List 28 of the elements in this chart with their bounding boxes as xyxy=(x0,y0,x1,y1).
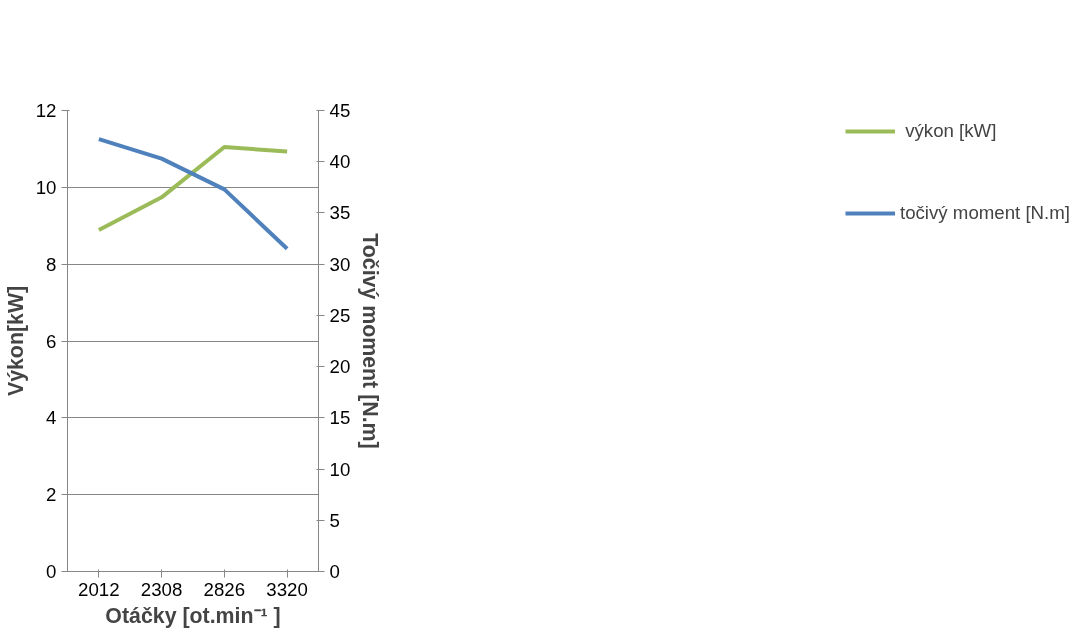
x-axis-title: Otáčky [ot.min⁻¹ ] xyxy=(105,603,281,628)
legend-label: točivý moment [N.m] xyxy=(899,202,1070,224)
y2-tick-label: 15 xyxy=(329,407,351,429)
line-series xyxy=(96,145,290,232)
y-tick-label: 8 xyxy=(46,253,57,275)
x-tick-label: 2012 xyxy=(78,578,120,600)
y2-tick-label: 10 xyxy=(329,458,351,480)
y2-tick-label: 45 xyxy=(329,100,351,121)
y-tick-label: 2 xyxy=(46,484,57,506)
y-tick-label: 0 xyxy=(46,561,57,582)
y2-axis-title: Točivý moment [N.m] xyxy=(358,233,383,449)
x-tick-label: 3320 xyxy=(266,578,308,600)
legend-label: výkon [kW] xyxy=(904,120,998,142)
y2-tick-label: 0 xyxy=(329,561,340,582)
y-axis-title: Výkon[kW] xyxy=(3,285,28,397)
y-tick-label: 12 xyxy=(35,100,57,121)
y-tick-label: 10 xyxy=(35,176,57,198)
x-tick-label: 2826 xyxy=(203,578,246,600)
y-tick-label: 6 xyxy=(46,330,57,352)
y-tick-label: 4 xyxy=(46,407,57,429)
y2-tick-label: 35 xyxy=(329,202,351,224)
y2-tick-label: 20 xyxy=(329,356,351,378)
y2-tick-label: 40 xyxy=(329,151,351,173)
line-series xyxy=(96,137,290,251)
y2-tick-label: 30 xyxy=(329,253,351,275)
y2-tick-label: 25 xyxy=(329,304,351,326)
y2-tick-label: 5 xyxy=(329,509,340,531)
x-tick-label: 2308 xyxy=(140,578,183,600)
